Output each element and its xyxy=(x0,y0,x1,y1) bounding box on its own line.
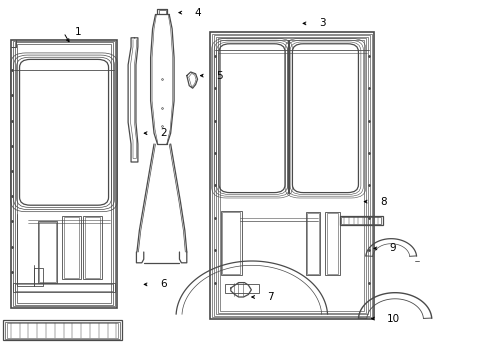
Text: 1: 1 xyxy=(74,27,81,37)
Bar xyxy=(84,217,100,278)
Bar xyxy=(214,35,369,316)
Text: 2: 2 xyxy=(160,128,166,138)
Bar xyxy=(210,32,373,319)
Bar xyxy=(326,213,338,274)
Bar xyxy=(5,322,120,339)
Bar xyxy=(306,213,318,274)
Text: 3: 3 xyxy=(318,18,325,28)
Text: 4: 4 xyxy=(194,8,201,18)
Bar xyxy=(13,283,115,292)
Bar xyxy=(15,284,113,291)
Bar xyxy=(3,320,122,340)
Text: 6: 6 xyxy=(160,279,166,289)
Bar xyxy=(13,41,115,306)
Bar xyxy=(339,216,382,225)
Bar xyxy=(341,217,381,224)
Bar xyxy=(218,38,366,313)
Bar xyxy=(62,216,81,279)
Bar xyxy=(222,212,240,274)
Bar xyxy=(7,323,118,338)
Bar xyxy=(224,284,259,293)
Bar xyxy=(11,40,117,308)
Bar xyxy=(39,222,56,282)
Bar xyxy=(38,221,57,283)
Bar xyxy=(63,217,79,278)
Bar xyxy=(325,212,339,275)
Bar xyxy=(15,42,113,305)
Bar xyxy=(220,40,364,311)
Bar xyxy=(305,212,320,275)
Bar xyxy=(212,34,371,317)
Text: 5: 5 xyxy=(216,71,223,81)
Text: 10: 10 xyxy=(386,314,400,324)
Text: 7: 7 xyxy=(267,292,274,302)
Bar xyxy=(83,216,102,279)
Bar xyxy=(17,44,111,303)
Bar xyxy=(216,37,367,314)
Bar xyxy=(221,211,241,275)
Text: 8: 8 xyxy=(379,197,386,207)
Text: 9: 9 xyxy=(389,243,396,253)
